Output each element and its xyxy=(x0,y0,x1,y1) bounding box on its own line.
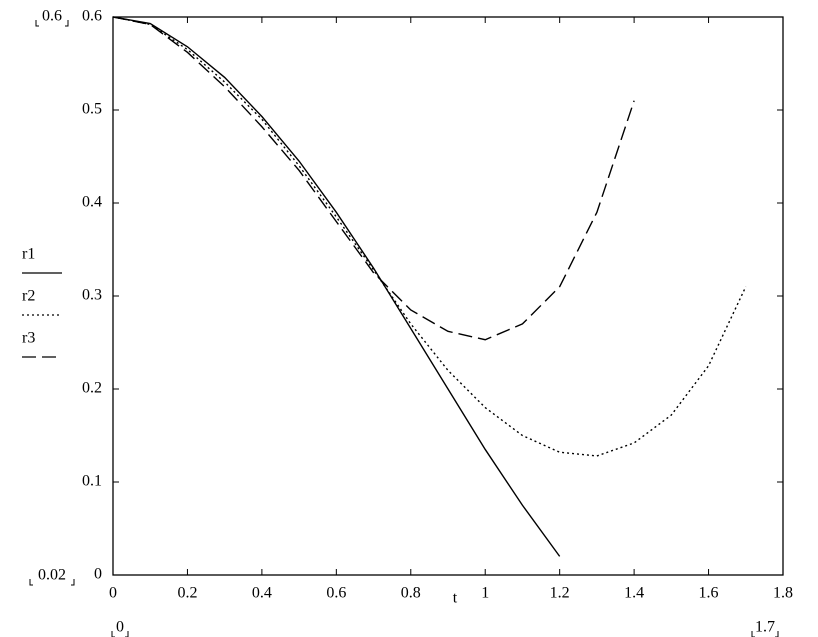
legend-label: r3 xyxy=(22,330,35,347)
x-limit-label: 1.7 xyxy=(755,619,775,636)
series-line xyxy=(112,16,561,557)
x-tick-label: 1 xyxy=(481,585,489,602)
x-tick-label: 0.4 xyxy=(252,585,272,602)
y-tick-label: 0.6 xyxy=(82,8,102,25)
x-tick-label: 1.8 xyxy=(773,585,793,602)
series-line xyxy=(112,16,747,457)
bracket xyxy=(29,579,75,586)
y-tick-label: 0.5 xyxy=(82,101,102,118)
y-tick-label: 0.3 xyxy=(82,287,102,304)
x-tick-label: 1.2 xyxy=(550,585,570,602)
x-limit-label: 0 xyxy=(116,619,124,636)
y-tick-label: 0.1 xyxy=(82,473,102,490)
x-axis-label: t xyxy=(453,590,458,607)
x-tick-label: 1.6 xyxy=(699,585,719,602)
y-tick-label: 0.4 xyxy=(82,194,102,211)
y-tick-label: 0 xyxy=(94,566,102,583)
plot-frame xyxy=(112,16,784,576)
x-tick-label: 0.2 xyxy=(177,585,197,602)
bracket xyxy=(751,631,779,637)
y-tick-label: 0.2 xyxy=(82,380,102,397)
x-tick-label: 0.6 xyxy=(326,585,346,602)
y-limit-label: 0.6 xyxy=(42,8,62,25)
bracket xyxy=(111,631,129,637)
x-tick-label: 0 xyxy=(109,585,117,602)
limit-brackets xyxy=(29,20,779,637)
x-tick-label: 1.4 xyxy=(624,585,644,602)
series-line xyxy=(112,16,635,341)
x-tick-label: 0.8 xyxy=(401,585,421,602)
bracket xyxy=(35,20,69,27)
y-limit-label: 0.02 xyxy=(38,567,66,584)
legend-label: r1 xyxy=(22,246,35,263)
legend-label: r2 xyxy=(22,288,35,305)
